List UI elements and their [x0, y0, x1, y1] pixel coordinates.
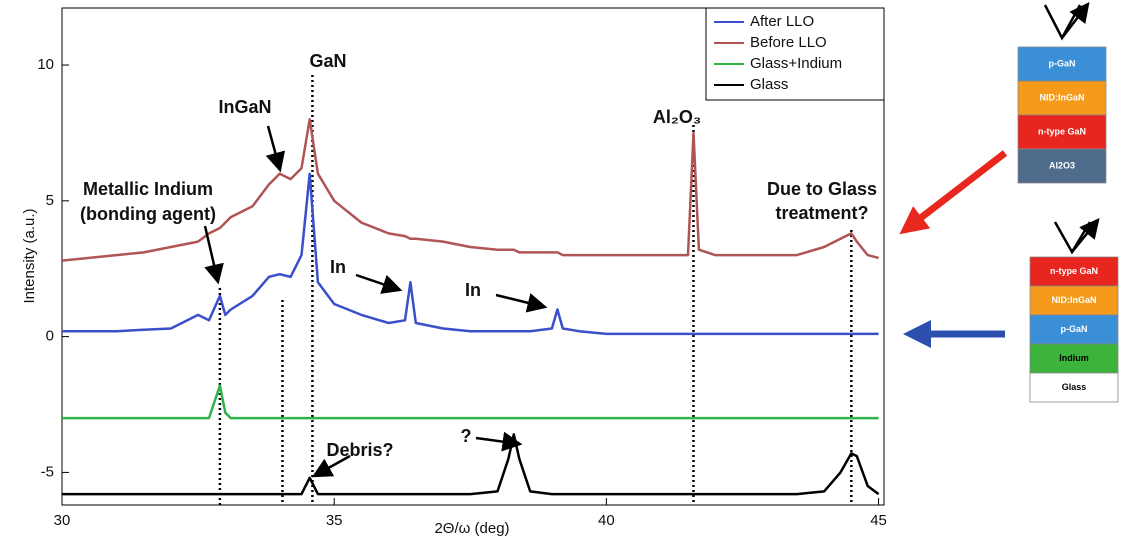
layer-label: p-GaN	[1049, 58, 1076, 68]
layer-label: n-type GaN	[1050, 266, 1098, 276]
x-axis-label: 2Θ/ω (deg)	[434, 520, 509, 537]
annotation: In	[330, 257, 346, 277]
layer-diagrams: p-GaN NID:InGaN n-type GaN Al2O3 n-type GaN N…	[899, 2, 1119, 403]
annotation: InGaN	[218, 97, 271, 117]
x-tick-label: 30	[54, 512, 71, 529]
y-axis-label: Intensity (a.u.)	[21, 208, 38, 303]
annotation: GaN	[309, 51, 346, 71]
y-tick-label: 5	[46, 192, 54, 209]
legend-label: Glass+Indium	[750, 55, 842, 72]
annotation: ?	[461, 426, 472, 446]
layer	[1017, 148, 1107, 184]
y-tick-label: -5	[41, 463, 54, 480]
layer	[1017, 80, 1107, 116]
annotation: (bonding agent)	[80, 204, 216, 224]
plot: 30 35 40 45 -5 0 5 10 After LLO Before LLO Glass+I…	[37, 7, 887, 529]
legend-label: Glass	[750, 76, 788, 93]
beam-icon	[1071, 218, 1100, 253]
series-line	[61, 118, 879, 262]
layer-label: n-type GaN	[1038, 126, 1086, 136]
layer	[1029, 343, 1119, 374]
x-tick-label: 40	[598, 512, 615, 529]
legend-label: Before LLO	[750, 34, 827, 51]
layer-label: Glass	[1062, 382, 1087, 392]
annotation-arrows	[203, 125, 548, 478]
layer	[1029, 372, 1119, 403]
layer	[1017, 46, 1107, 82]
y-tick-label: 10	[37, 56, 54, 73]
layer-label: NID:InGaN	[1040, 92, 1085, 102]
beam-icon	[1061, 2, 1090, 39]
annotation: In	[465, 280, 481, 300]
series-line	[62, 172, 879, 336]
annotation: Due to Glass	[767, 179, 877, 199]
annotation: Metallic Indium	[83, 179, 213, 199]
series-line	[62, 433, 880, 496]
annotation: treatment?	[775, 203, 868, 223]
annotation: Debris?	[326, 440, 393, 460]
x-tick-label: 45	[870, 512, 887, 529]
arrow	[899, 150, 1008, 235]
layer	[1029, 256, 1119, 287]
annotations: GaN InGaN Metallic Indium (bonding agent…	[80, 51, 877, 478]
x-tick-label: 35	[326, 512, 343, 529]
layer-label: Indium	[1059, 353, 1089, 363]
annotation: Al₂O₃	[653, 107, 701, 127]
layer-label: NID:InGaN	[1052, 295, 1097, 305]
layer-label: p-GaN	[1061, 324, 1088, 334]
y-tick-label: 0	[46, 328, 54, 345]
series-line	[62, 384, 879, 420]
legend-label: After LLO	[750, 13, 814, 30]
layer-label: Al2O3	[1049, 160, 1075, 170]
layer	[1017, 114, 1107, 150]
layer	[1029, 285, 1119, 316]
layer	[1029, 314, 1119, 345]
